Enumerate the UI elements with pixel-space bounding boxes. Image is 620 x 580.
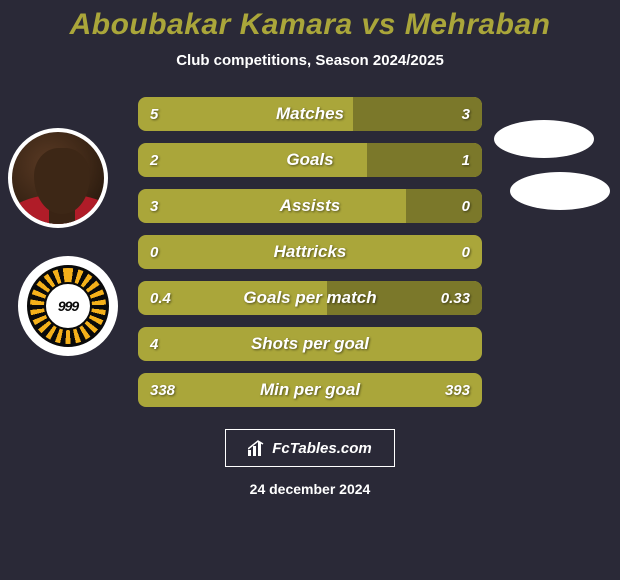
stat-value-left: 2	[150, 143, 158, 177]
stat-row: 0.4 Goals per match 0.33	[138, 281, 482, 315]
stat-label: Hattricks	[138, 235, 482, 269]
stat-row: 338 Min per goal 393	[138, 373, 482, 407]
club-avatar: 999	[18, 256, 118, 356]
club-logo-ring: 999	[27, 265, 109, 347]
stat-value-left: 338	[150, 373, 175, 407]
stat-value-left: 0.4	[150, 281, 171, 315]
stat-value-right: 393	[445, 373, 470, 407]
stat-row: 4 Shots per goal	[138, 327, 482, 361]
page-title: Aboubakar Kamara vs Mehraban	[70, 8, 551, 42]
page-subtitle: Club competitions, Season 2024/2025	[176, 52, 444, 69]
stat-fill-right	[406, 189, 482, 223]
opponent-avatar-blob-2	[510, 172, 610, 210]
stat-label: Shots per goal	[138, 327, 482, 361]
stat-fill-right	[327, 281, 482, 315]
brand-box: FcTables.com	[225, 429, 395, 467]
comparison-card: Aboubakar Kamara vs Mehraban Club compet…	[0, 0, 620, 580]
stat-rows: 5 Matches 3 2 Goals 1 3 Assists 0 0 Hatt…	[138, 97, 482, 407]
opponent-avatar-blob-1	[494, 120, 594, 158]
club-logo-inner: 999	[44, 282, 92, 330]
stat-row: 3 Assists 0	[138, 189, 482, 223]
brand-label: FcTables.com	[272, 440, 371, 457]
date-label: 24 december 2024	[250, 481, 371, 497]
stat-value-left: 3	[150, 189, 158, 223]
stat-value-left: 4	[150, 327, 158, 361]
stat-label: Min per goal	[138, 373, 482, 407]
player-avatar	[8, 128, 108, 228]
stat-row: 5 Matches 3	[138, 97, 482, 131]
stat-row: 2 Goals 1	[138, 143, 482, 177]
stat-value-right: 0	[462, 235, 470, 269]
bar-chart-icon	[248, 440, 266, 456]
stat-fill-right	[367, 143, 482, 177]
stat-fill-right	[353, 97, 482, 131]
stat-row: 0 Hattricks 0	[138, 235, 482, 269]
stat-value-left: 5	[150, 97, 158, 131]
stat-value-left: 0	[150, 235, 158, 269]
